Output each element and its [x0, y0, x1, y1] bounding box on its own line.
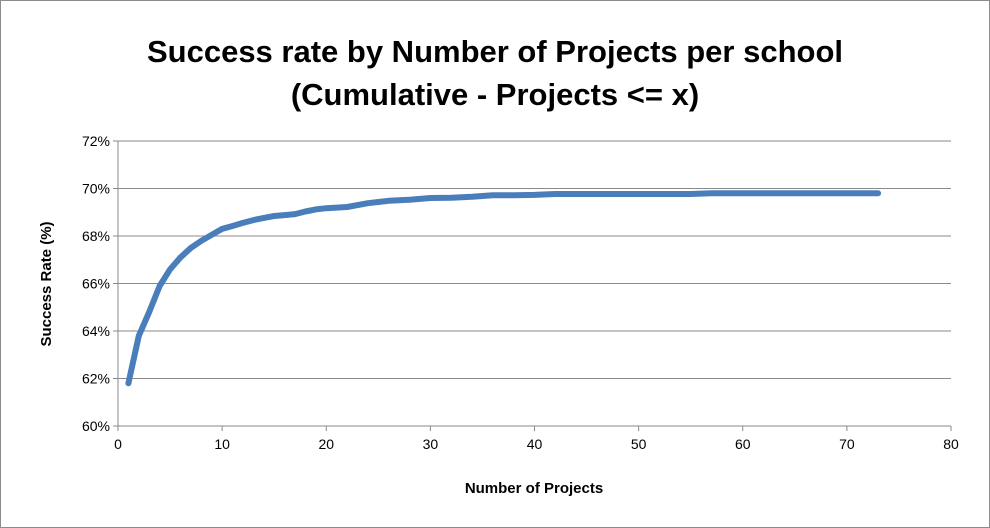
y-tick-label: 66%	[82, 276, 110, 292]
y-axis-title: Success Rate (%)	[38, 221, 55, 346]
y-tick-label: 60%	[82, 418, 110, 434]
axes	[113, 140, 952, 431]
x-tick-label: 60	[735, 436, 751, 452]
tick-labels: 60% 62% 64% 66% 68% 70% 72% 0 10 20 30 40 50 60 70 80	[82, 133, 959, 452]
x-tick-label: 20	[318, 436, 334, 452]
x-tick-label: 30	[423, 436, 439, 452]
series-layer	[125, 190, 882, 387]
y-tick-label: 64%	[82, 323, 110, 339]
series-line-0	[125, 190, 882, 387]
x-tick-label: 40	[527, 436, 543, 452]
x-tick-label: 0	[114, 436, 122, 452]
x-tick-label: 10	[214, 436, 230, 452]
chart-title-line-2: (Cumulative - Projects <= x)	[290, 77, 700, 112]
gridlines	[118, 140, 951, 379]
x-axis-title: Number of Projects	[465, 480, 603, 497]
x-tick-label: 50	[631, 436, 647, 452]
y-tick-label: 68%	[82, 228, 110, 244]
chart-title: Success rate by Number of Projects per s…	[0, 30, 990, 116]
y-tick-label: 72%	[82, 133, 110, 149]
y-tick-label: 70%	[82, 181, 110, 197]
chart-title-line-1: Success rate by Number of Projects per s…	[146, 34, 844, 69]
x-tick-label: 70	[839, 436, 855, 452]
y-tick-label: 62%	[82, 371, 110, 387]
x-tick-label: 80	[943, 436, 959, 452]
